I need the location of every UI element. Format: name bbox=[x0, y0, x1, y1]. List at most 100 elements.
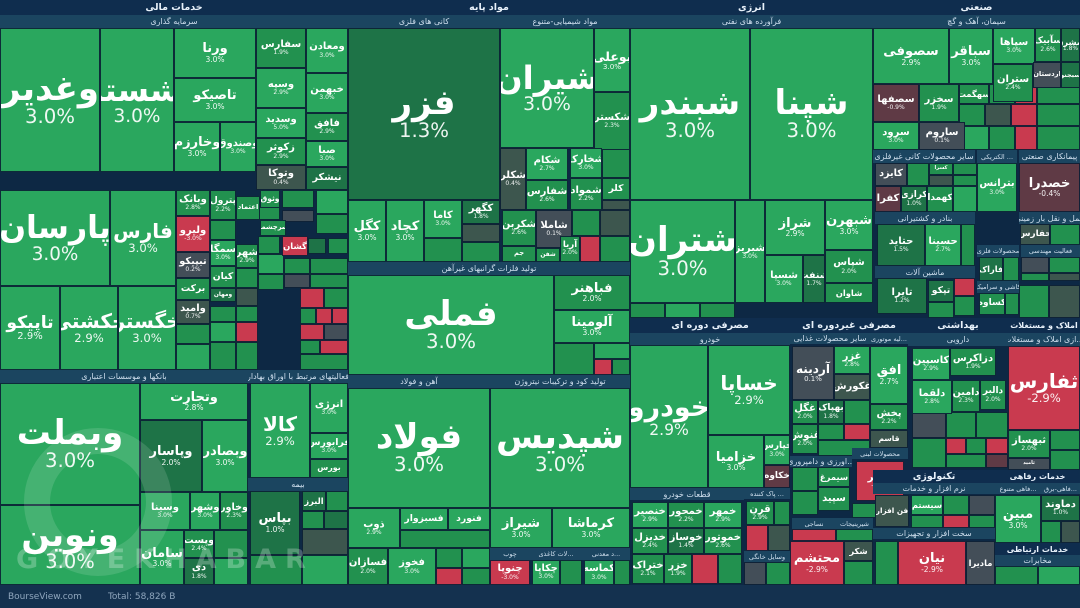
subsector-header[interactable]: نساجی bbox=[792, 518, 836, 529]
treemap-tile[interactable]: فخوز 3.0% bbox=[388, 548, 436, 585]
treemap-tile[interactable] bbox=[214, 530, 248, 558]
treemap-tile[interactable] bbox=[844, 561, 873, 585]
treemap-tile[interactable] bbox=[928, 302, 954, 318]
treemap-tile[interactable] bbox=[1049, 285, 1080, 318]
treemap-tile[interactable]: وتوکا 0.4% bbox=[256, 165, 306, 190]
treemap-tile[interactable] bbox=[236, 288, 258, 306]
treemap-tile[interactable] bbox=[462, 242, 500, 262]
subsector-header[interactable]: پیمانکاری صنعتی bbox=[1019, 150, 1080, 163]
treemap-tile[interactable]: تیپیکو 0.2% bbox=[176, 252, 210, 278]
treemap-tile[interactable]: دزاکرس 1.9% bbox=[950, 348, 996, 376]
subsector-header[interactable]: سخت افزار و تجهیزات bbox=[873, 528, 995, 539]
treemap-tile[interactable]: کگهر 1.8% bbox=[462, 200, 500, 224]
treemap-tile[interactable]: خوساز 1.4% bbox=[668, 528, 704, 554]
treemap-tile[interactable] bbox=[320, 340, 348, 354]
subsector-header[interactable]: مخابرات bbox=[995, 555, 1080, 566]
treemap-tile[interactable]: پخش 2.2% bbox=[870, 404, 908, 430]
treemap-tile[interactable]: غکورش bbox=[834, 374, 870, 400]
treemap-tile[interactable] bbox=[946, 438, 966, 454]
treemap-tile[interactable] bbox=[985, 104, 1011, 126]
treemap-tile[interactable] bbox=[310, 274, 348, 288]
treemap-tile[interactable] bbox=[1041, 521, 1061, 543]
treemap-tile[interactable]: شسپا 3.0% bbox=[765, 255, 803, 303]
treemap-tile[interactable]: شنفت1.7% bbox=[803, 255, 825, 303]
treemap-tile[interactable] bbox=[836, 529, 873, 541]
sector-header[interactable]: تکنولوژی bbox=[873, 470, 995, 483]
subsector-header[interactable]: فرآورده های نفتی bbox=[630, 15, 873, 28]
treemap-tile[interactable] bbox=[282, 210, 314, 222]
treemap-tile[interactable] bbox=[943, 495, 969, 515]
treemap-tile[interactable]: آلومینا 3.0% bbox=[554, 310, 630, 343]
treemap-tile[interactable] bbox=[572, 210, 600, 236]
subsector-header[interactable]: ماشین آلات bbox=[875, 266, 975, 278]
treemap-tile[interactable] bbox=[792, 491, 818, 515]
subsector-header[interactable]: سیمان، آهک و گچ bbox=[873, 15, 1080, 28]
treemap-tile[interactable]: ومهان bbox=[210, 288, 236, 302]
treemap-tile[interactable]: کاما 3.0% bbox=[424, 200, 462, 238]
treemap-tile[interactable]: وپست 2.4% bbox=[184, 530, 214, 558]
treemap-tile[interactable]: دی 1.8% bbox=[184, 558, 214, 585]
treemap-tile[interactable]: بوعلی 3.0% bbox=[594, 28, 630, 92]
treemap-tile[interactable]: کفرا bbox=[875, 186, 901, 212]
treemap-tile[interactable]: سآبیک 2.6% bbox=[1035, 28, 1061, 62]
treemap-tile[interactable]: غزر 2.8% bbox=[834, 346, 870, 374]
subsector-header[interactable]: ...فاهی متنوع bbox=[995, 483, 1041, 494]
subsector-header[interactable]: نرم افزار و خدمات bbox=[873, 483, 995, 494]
treemap-tile[interactable] bbox=[989, 126, 1015, 150]
treemap-tile[interactable] bbox=[1049, 257, 1080, 273]
treemap-tile[interactable] bbox=[210, 306, 236, 322]
treemap-tile[interactable]: دالبر 2.0% bbox=[980, 380, 1006, 410]
subsector-header[interactable]: کاشی و سرامیک bbox=[977, 281, 1019, 293]
treemap-tile[interactable]: شستا3.0% bbox=[100, 28, 174, 172]
treemap-tile[interactable] bbox=[214, 558, 248, 585]
treemap-tile[interactable] bbox=[302, 529, 348, 555]
treemap-tile[interactable]: کلر bbox=[602, 178, 630, 200]
treemap-tile[interactable]: شفارس 2.6% bbox=[526, 180, 568, 210]
subsector-header[interactable]: بنادر و کشتیرانی bbox=[875, 212, 975, 224]
treemap-tile[interactable]: خپارس3.0% bbox=[764, 435, 790, 465]
treemap-tile[interactable]: وثوق bbox=[260, 190, 280, 208]
sector-header[interactable]: مصرفی غیردوره ای bbox=[790, 318, 908, 333]
subsector-header[interactable]: ...ازی املاک و مستغلات bbox=[1008, 333, 1080, 346]
treemap-tile[interactable] bbox=[768, 525, 790, 551]
treemap-tile[interactable]: سپید bbox=[818, 487, 850, 511]
treemap-tile[interactable] bbox=[953, 163, 977, 175]
treemap-tile[interactable]: فرابورس3.0% bbox=[310, 433, 348, 459]
treemap-tile[interactable] bbox=[1037, 104, 1080, 126]
subsector-header[interactable]: چوب bbox=[490, 548, 530, 560]
treemap-tile[interactable] bbox=[602, 148, 630, 178]
treemap-tile[interactable]: چنوپا -3.0% bbox=[490, 560, 530, 585]
treemap-tile[interactable]: دلقما 2.8% bbox=[912, 380, 952, 414]
treemap-tile[interactable] bbox=[210, 322, 236, 342]
treemap-tile[interactable] bbox=[236, 306, 258, 322]
treemap-tile[interactable]: حسینا 2.7% bbox=[925, 224, 961, 266]
treemap-tile[interactable] bbox=[1050, 430, 1080, 450]
subsector-header[interactable]: بانکها و موسسات اعتباری bbox=[0, 370, 248, 383]
treemap-tile[interactable] bbox=[302, 555, 348, 585]
subsector-header[interactable]: ...لیه موتوری bbox=[870, 333, 908, 344]
subsector-header[interactable]: سایر محصولات غذایی bbox=[790, 333, 870, 344]
subsector-header[interactable]: بیمه bbox=[248, 478, 348, 491]
treemap-tile[interactable] bbox=[560, 560, 582, 585]
treemap-tile[interactable] bbox=[210, 220, 236, 240]
treemap-tile[interactable]: خگستر3.0% bbox=[118, 286, 176, 370]
treemap-tile[interactable] bbox=[614, 560, 630, 585]
treemap-tile[interactable] bbox=[976, 412, 1008, 438]
treemap-tile[interactable] bbox=[969, 495, 995, 515]
treemap-tile[interactable]: اردستان bbox=[1033, 62, 1061, 88]
subsector-header[interactable]: فعالیتهای مرتبط با اوراق بهادار bbox=[248, 370, 348, 383]
subsector-header[interactable]: وسایل خانگی bbox=[744, 551, 790, 562]
treemap-tile[interactable] bbox=[284, 274, 310, 288]
treemap-tile[interactable] bbox=[176, 324, 210, 344]
treemap-tile[interactable] bbox=[1005, 293, 1019, 315]
treemap-tile[interactable]: وسدید 5.0% bbox=[256, 108, 306, 138]
subsector-header[interactable]: حمل و نقل بار زمینی bbox=[1019, 212, 1080, 224]
treemap-tile[interactable] bbox=[929, 175, 953, 186]
treemap-tile[interactable]: ثبهساز 2.0% bbox=[1008, 430, 1050, 458]
treemap-tile[interactable]: ورنا 3.0% bbox=[174, 28, 256, 78]
treemap-tile[interactable] bbox=[300, 288, 324, 308]
subsector-header[interactable]: فعالیت مهندسی bbox=[1021, 245, 1080, 257]
treemap-tile[interactable]: صبا 3.0% bbox=[306, 141, 348, 167]
treemap-tile[interactable]: فسبزوار bbox=[400, 508, 448, 530]
treemap-tile[interactable]: قاسم bbox=[870, 430, 908, 448]
